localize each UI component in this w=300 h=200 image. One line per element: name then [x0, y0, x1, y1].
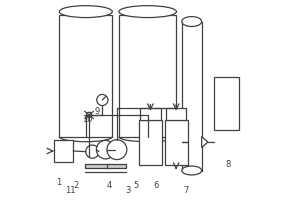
- Bar: [165, 120, 188, 165]
- Bar: [119, 15, 176, 137]
- Ellipse shape: [119, 6, 176, 18]
- Text: 10: 10: [82, 115, 93, 124]
- Bar: [140, 108, 160, 120]
- Circle shape: [97, 94, 108, 106]
- Circle shape: [107, 140, 127, 160]
- Text: 3: 3: [125, 186, 131, 195]
- Text: 9: 9: [95, 107, 100, 116]
- Text: 11: 11: [65, 186, 75, 195]
- Bar: [59, 15, 112, 137]
- Ellipse shape: [182, 17, 202, 27]
- Text: 2: 2: [74, 181, 79, 190]
- Bar: [107, 164, 125, 168]
- Bar: [166, 108, 186, 120]
- Bar: [214, 77, 239, 130]
- Text: 5: 5: [134, 181, 139, 190]
- Bar: [54, 140, 73, 162]
- Ellipse shape: [59, 6, 112, 18]
- Polygon shape: [202, 137, 208, 148]
- Text: 7: 7: [183, 186, 188, 195]
- Text: 8: 8: [226, 160, 231, 169]
- Text: 1: 1: [56, 178, 61, 187]
- Ellipse shape: [182, 166, 202, 175]
- Circle shape: [86, 112, 92, 117]
- Circle shape: [86, 145, 99, 158]
- Bar: [139, 120, 162, 165]
- Bar: [85, 164, 110, 168]
- Text: 4: 4: [107, 181, 112, 190]
- Text: 6: 6: [153, 181, 159, 190]
- Bar: [182, 22, 202, 171]
- Circle shape: [96, 140, 115, 159]
